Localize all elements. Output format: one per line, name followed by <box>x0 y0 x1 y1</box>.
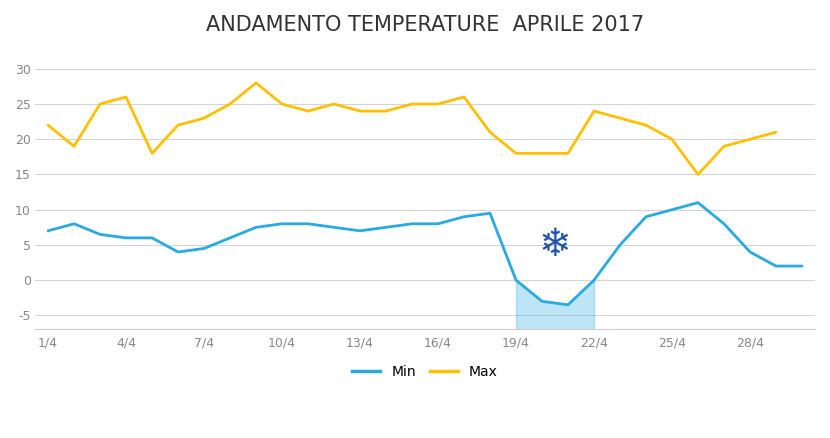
Title: ANDAMENTO TEMPERATURE  APRILE 2017: ANDAMENTO TEMPERATURE APRILE 2017 <box>206 15 644 35</box>
Text: ❄: ❄ <box>539 226 571 264</box>
Legend: Min, Max: Min, Max <box>347 360 503 385</box>
